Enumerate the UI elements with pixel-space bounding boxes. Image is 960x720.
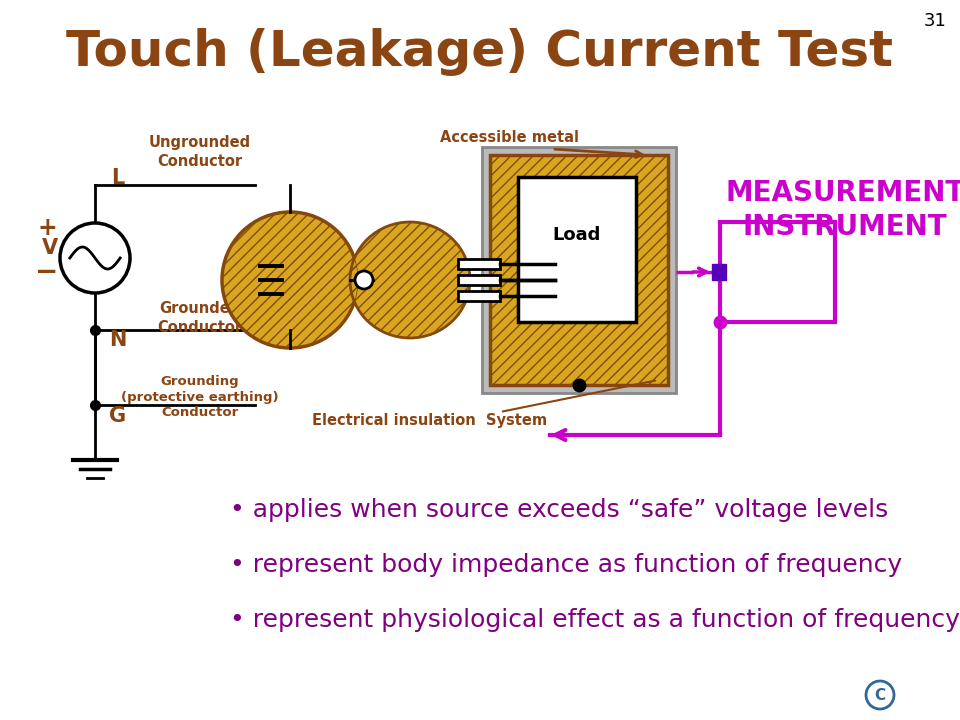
Text: S: S xyxy=(58,251,66,265)
Text: −: − xyxy=(36,258,59,286)
Text: Grounded
Conductor: Grounded Conductor xyxy=(157,301,243,336)
Bar xyxy=(490,155,668,385)
Text: Electrical insulation  System: Electrical insulation System xyxy=(312,413,547,428)
Text: L: L xyxy=(111,168,125,188)
Bar xyxy=(518,177,636,322)
Bar xyxy=(458,275,500,285)
Text: +: + xyxy=(37,216,57,240)
Circle shape xyxy=(866,681,894,709)
Text: Accessible metal: Accessible metal xyxy=(441,130,580,145)
Circle shape xyxy=(222,212,358,348)
Text: 31: 31 xyxy=(924,12,947,30)
Text: • applies when source exceeds “safe” voltage levels: • applies when source exceeds “safe” vol… xyxy=(230,498,888,522)
Text: MEASUREMENT
INSTRUMENT: MEASUREMENT INSTRUMENT xyxy=(726,179,960,241)
Text: G: G xyxy=(109,406,127,426)
Bar xyxy=(458,259,500,269)
Bar xyxy=(712,264,726,280)
Bar xyxy=(458,291,500,301)
Bar xyxy=(482,147,676,393)
Text: Touch (Leakage) Current Test: Touch (Leakage) Current Test xyxy=(66,28,894,76)
Ellipse shape xyxy=(350,222,470,338)
Text: N: N xyxy=(109,330,127,350)
Text: • represent body impedance as function of frequency: • represent body impedance as function o… xyxy=(230,553,902,577)
Text: Ungrounded
Conductor: Ungrounded Conductor xyxy=(149,135,252,169)
Bar xyxy=(490,155,668,385)
Text: • represent physiological effect as a function of frequency: • represent physiological effect as a fu… xyxy=(230,608,960,632)
Text: V: V xyxy=(42,238,58,258)
Text: Grounding
(protective earthing)
Conductor: Grounding (protective earthing) Conducto… xyxy=(121,374,278,420)
Circle shape xyxy=(355,271,373,289)
Circle shape xyxy=(60,223,130,293)
Text: C: C xyxy=(875,688,885,703)
Bar xyxy=(720,222,835,322)
Text: Load: Load xyxy=(553,225,601,243)
